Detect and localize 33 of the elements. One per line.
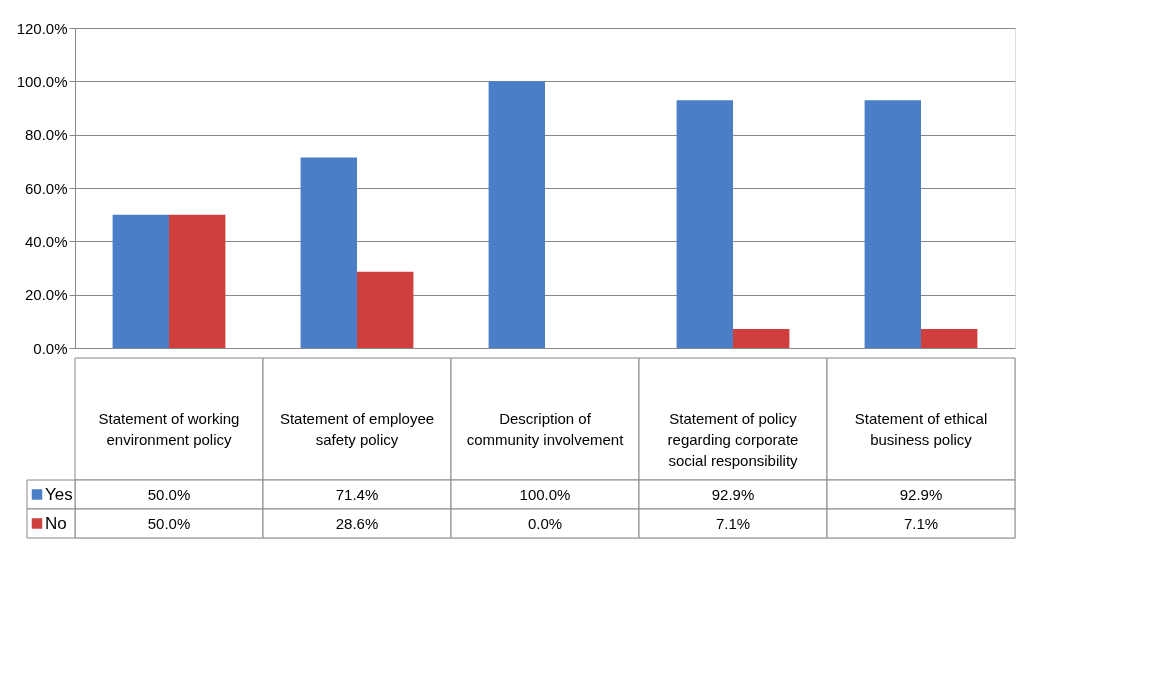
- legend-label: No: [45, 513, 67, 533]
- bar: [112, 214, 169, 348]
- data-label: 71.4%: [335, 485, 379, 503]
- bar: [676, 100, 733, 348]
- bar: [300, 157, 357, 348]
- data-label: 92.9%: [711, 485, 755, 503]
- y-tick-label: 100.0%: [16, 72, 68, 90]
- data-label: 7.1%: [903, 514, 939, 532]
- y-tick-label: 120.0%: [16, 19, 68, 37]
- data-label: 0.0%: [527, 514, 563, 532]
- x-tick-label: Statement of ethical business policy: [854, 410, 988, 448]
- bar: [733, 329, 790, 348]
- data-label: 50.0%: [147, 485, 191, 503]
- bar: [488, 81, 545, 348]
- x-tick-label: Description of community involvement: [466, 410, 625, 448]
- data-label: 28.6%: [335, 514, 379, 532]
- x-tick-label: Statement of policy regarding corporate social responsibility: [667, 410, 799, 469]
- legend-label: Yes: [45, 484, 73, 504]
- y-tick-label: 80.0%: [24, 126, 68, 144]
- data-label: 7.1%: [715, 514, 751, 532]
- bar: [921, 329, 978, 348]
- x-tick-label: Statement of employee safety policy: [279, 410, 435, 448]
- y-tick-label: 60.0%: [24, 179, 68, 197]
- data-label: 50.0%: [147, 514, 191, 532]
- y-tick-label: 0.0%: [33, 339, 68, 357]
- x-tick-label: Statement of working environment policy: [98, 410, 240, 448]
- y-tick-label: 40.0%: [24, 232, 68, 250]
- bar: [864, 100, 921, 348]
- bar: [169, 214, 226, 348]
- data-label: 92.9%: [899, 485, 943, 503]
- data-label: 100.0%: [519, 485, 571, 503]
- y-tick-label: 20.0%: [24, 286, 68, 304]
- bar: [357, 271, 414, 348]
